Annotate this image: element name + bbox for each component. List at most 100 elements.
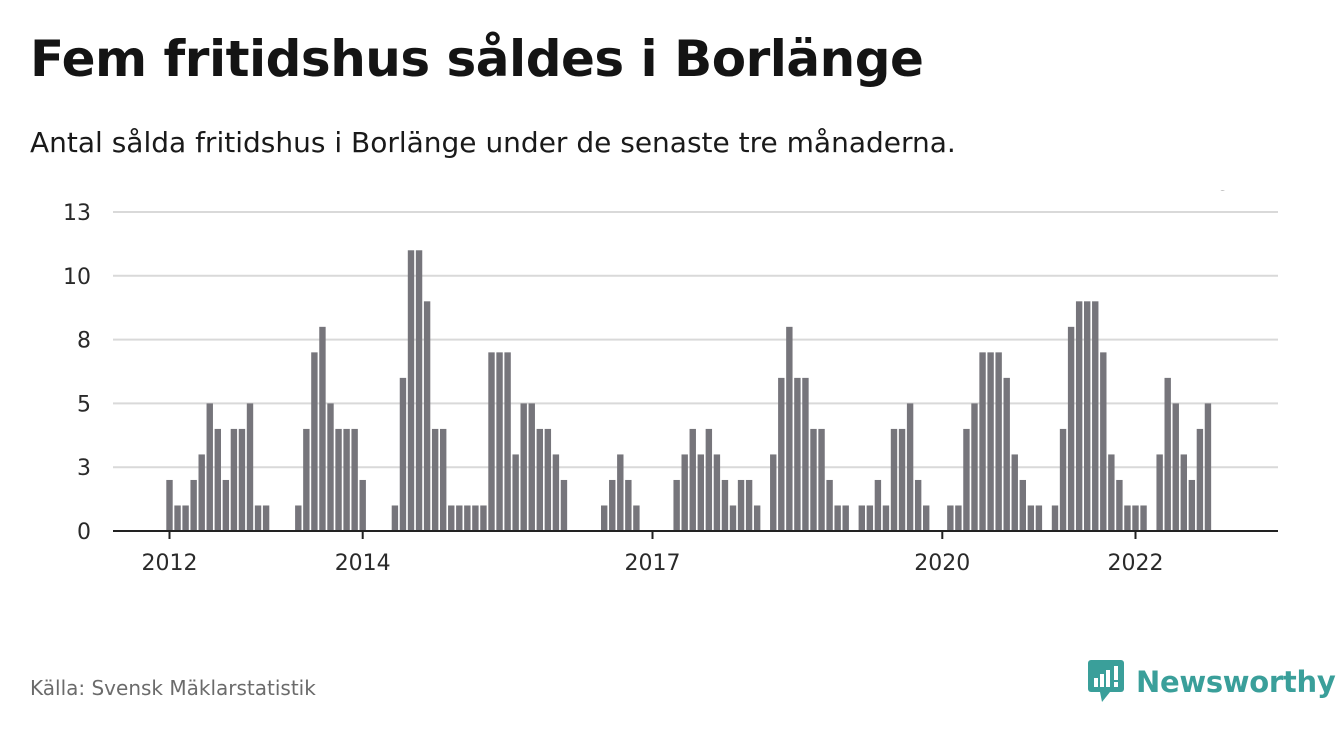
bar bbox=[295, 505, 302, 531]
bar bbox=[552, 454, 560, 531]
bar bbox=[1059, 428, 1067, 531]
y-axis-ticks: 0 3 5 8 10 13 bbox=[63, 201, 91, 545]
bar bbox=[826, 479, 833, 531]
x-tick-label: 2012 bbox=[142, 551, 198, 576]
bar bbox=[673, 479, 680, 531]
x-tick-label: 2020 bbox=[914, 551, 970, 576]
bar bbox=[778, 377, 785, 531]
bar bbox=[1124, 505, 1131, 531]
bar bbox=[440, 428, 447, 531]
bar bbox=[351, 428, 358, 531]
bar bbox=[504, 352, 511, 531]
bar bbox=[874, 479, 882, 531]
x-axis-ticks: 2012 2014 2017 2020 2022 bbox=[142, 531, 1164, 576]
brand-logo: Newsworthy bbox=[1088, 660, 1336, 704]
bar bbox=[190, 479, 197, 531]
bar bbox=[303, 428, 310, 531]
bar bbox=[536, 428, 543, 531]
bar bbox=[745, 479, 753, 531]
y-tick-label: 8 bbox=[77, 329, 91, 354]
bar bbox=[359, 479, 366, 531]
bar bbox=[222, 479, 230, 531]
bar bbox=[520, 403, 527, 531]
y-tick-label: 0 bbox=[77, 520, 91, 545]
bar bbox=[906, 403, 914, 531]
bar bbox=[1035, 505, 1043, 531]
bar bbox=[528, 403, 535, 531]
bar bbox=[697, 454, 704, 531]
bar bbox=[753, 505, 761, 531]
bar bbox=[198, 454, 205, 531]
bar bbox=[1084, 301, 1091, 531]
bar bbox=[1172, 403, 1179, 531]
bar bbox=[1132, 505, 1139, 531]
chart-title: Fem fritidshus såldes i Borlänge bbox=[30, 30, 924, 88]
bar bbox=[496, 352, 503, 531]
bar bbox=[898, 428, 906, 531]
bar bbox=[214, 428, 221, 531]
bar bbox=[1075, 301, 1083, 531]
bar bbox=[971, 403, 978, 531]
y-tick-label: 3 bbox=[77, 456, 91, 481]
bar bbox=[713, 454, 721, 531]
bar bbox=[480, 505, 487, 531]
bar bbox=[810, 428, 817, 531]
bar bbox=[609, 479, 616, 531]
bar bbox=[1067, 326, 1075, 531]
highlight-value-label: 5 bbox=[1217, 190, 1231, 196]
bar bbox=[1027, 505, 1035, 531]
bar bbox=[1140, 505, 1147, 531]
bars bbox=[166, 250, 1212, 531]
bar bbox=[770, 454, 777, 531]
bar bbox=[721, 479, 729, 531]
bar bbox=[729, 505, 737, 531]
brand-name: Newsworthy bbox=[1136, 665, 1336, 699]
bar bbox=[987, 352, 994, 531]
bar bbox=[343, 428, 350, 531]
source-note: Källa: Svensk Mäklarstatistik bbox=[30, 676, 316, 700]
y-tick-label: 10 bbox=[63, 265, 91, 290]
bar bbox=[230, 428, 238, 531]
bar bbox=[979, 352, 986, 531]
bar bbox=[238, 428, 246, 531]
x-tick-label: 2017 bbox=[625, 551, 681, 576]
bar bbox=[407, 250, 415, 531]
bar bbox=[423, 301, 431, 531]
bar bbox=[1019, 479, 1026, 531]
bar bbox=[882, 505, 890, 531]
bar bbox=[399, 377, 407, 531]
bar bbox=[488, 352, 495, 531]
bar bbox=[174, 505, 181, 531]
bar bbox=[963, 428, 970, 531]
bar bbox=[617, 454, 624, 531]
y-tick-label: 13 bbox=[63, 201, 91, 226]
bar bbox=[166, 479, 173, 531]
bar bbox=[705, 428, 713, 531]
bar bbox=[1188, 479, 1196, 531]
bar bbox=[1003, 377, 1010, 531]
bar bbox=[689, 428, 696, 531]
bar bbox=[1156, 454, 1163, 531]
bar bbox=[456, 505, 463, 531]
bar bbox=[1092, 301, 1099, 531]
bar bbox=[802, 377, 809, 531]
bar bbox=[560, 479, 568, 531]
bar bbox=[842, 505, 849, 531]
bar bbox=[544, 428, 552, 531]
chart-subtitle: Antal sålda fritidshus i Borlänge under … bbox=[30, 126, 956, 159]
bar bbox=[914, 479, 922, 531]
bar bbox=[786, 326, 793, 531]
grid-lines bbox=[113, 211, 1278, 469]
y-tick-label: 5 bbox=[77, 392, 91, 417]
x-tick-label: 2022 bbox=[1108, 551, 1164, 576]
bar bbox=[794, 377, 801, 531]
bar bbox=[601, 505, 608, 531]
bar bbox=[254, 505, 262, 531]
bar bbox=[1011, 454, 1018, 531]
bar bbox=[737, 479, 745, 531]
bar bbox=[262, 505, 270, 531]
bar bbox=[415, 250, 423, 531]
bar bbox=[327, 403, 334, 531]
bar bbox=[818, 428, 825, 531]
bar bbox=[947, 505, 954, 531]
